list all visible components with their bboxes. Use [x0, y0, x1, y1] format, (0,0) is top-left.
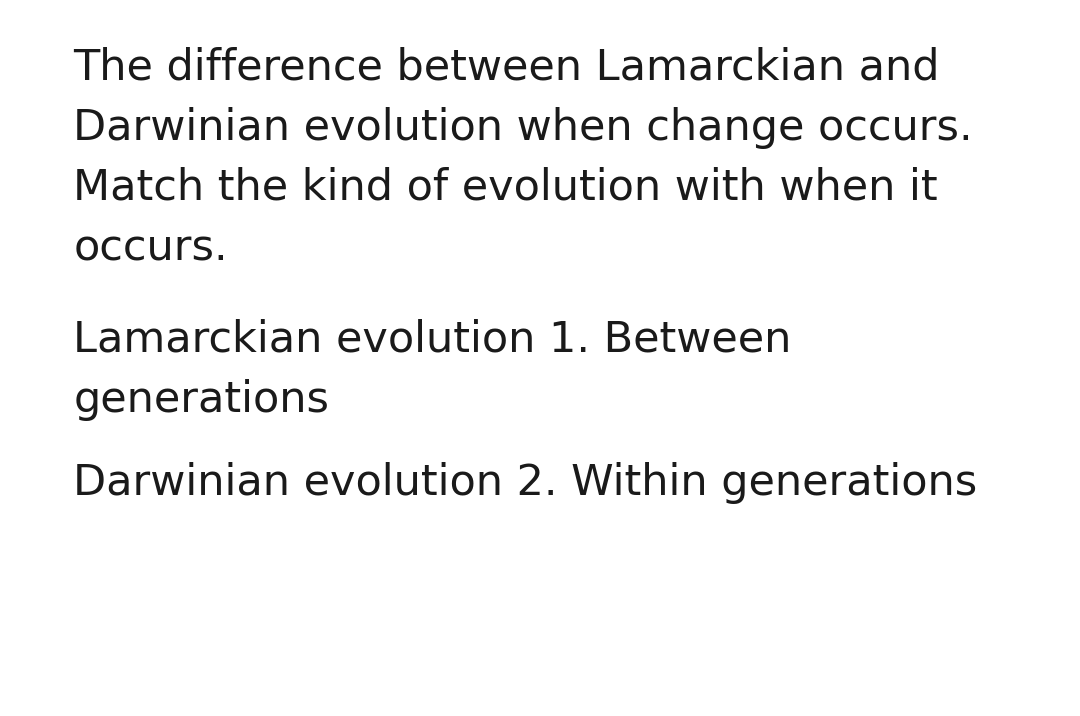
- Text: Lamarckian evolution 1. Between
generations: Lamarckian evolution 1. Between generati…: [73, 319, 792, 421]
- Text: The difference between Lamarckian and
Darwinian evolution when change occurs.
Ma: The difference between Lamarckian and Da…: [73, 47, 973, 269]
- Text: Darwinian evolution 2. Within generations: Darwinian evolution 2. Within generation…: [73, 462, 977, 504]
